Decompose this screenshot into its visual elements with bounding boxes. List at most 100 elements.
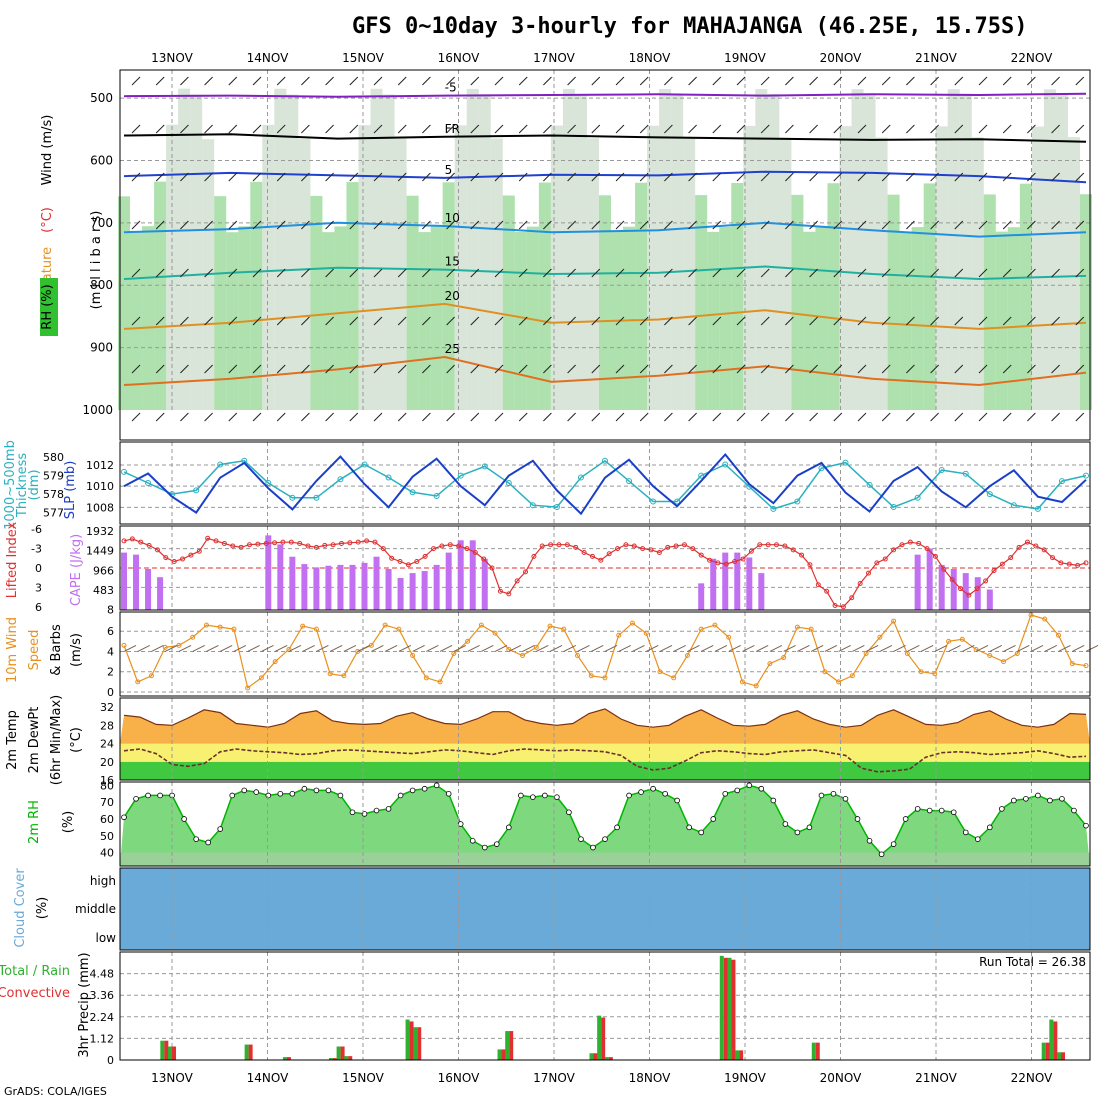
rh-band: [851, 89, 864, 410]
rh-tick: 70: [100, 796, 114, 809]
lifted-index-point: [472, 549, 478, 555]
thickness-point: [794, 498, 801, 505]
wind-barb: [543, 316, 552, 326]
rh-point: [818, 792, 825, 799]
wind-barb: [567, 268, 576, 278]
surface-wind-barb: [288, 645, 302, 652]
top-day-label: 14NOV: [247, 51, 289, 65]
wind-barb: [615, 124, 625, 134]
wind-barb: [1027, 220, 1036, 230]
wind-speed-point: [863, 650, 869, 656]
rh-point: [205, 839, 211, 846]
isotherm-label: 10: [445, 211, 460, 225]
rh-band: [490, 138, 503, 411]
rh-tick: 50: [100, 830, 114, 843]
rh-band: [707, 231, 720, 410]
panel-frame: [119, 781, 1091, 867]
wind-barb: [446, 172, 455, 182]
wind-speed-point: [726, 634, 732, 640]
wind-barb: [712, 364, 722, 374]
wind-barb: [131, 172, 141, 182]
wind-tick: 0: [107, 686, 114, 699]
precip-total-bar: [727, 957, 732, 1060]
thickness-point: [433, 492, 440, 499]
wind-barb: [301, 172, 310, 182]
precip-total-bar: [405, 1019, 410, 1060]
wind-barb: [349, 124, 359, 134]
wind-barb: [373, 172, 383, 182]
temp-tick: 28: [100, 719, 114, 732]
wind-barb: [809, 172, 818, 182]
wind-barb: [446, 364, 455, 374]
thickness-point: [986, 491, 993, 498]
wind-barb: [760, 268, 770, 278]
cape-tick: 1932: [86, 525, 114, 538]
rh-point: [710, 816, 717, 822]
thickness-point: [145, 480, 152, 486]
rh-band: [779, 137, 792, 410]
top-day-label: 18NOV: [629, 51, 671, 65]
wind-barb: [664, 316, 673, 326]
thickness-point: [698, 472, 705, 479]
wind-barb: [373, 316, 383, 326]
wind-barb: [736, 316, 746, 326]
surface-wind-barb: [549, 645, 563, 652]
wind-barb: [736, 220, 746, 230]
surface-wind-barb: [494, 645, 508, 652]
wind-barb: [615, 76, 625, 86]
li-tick: -3: [31, 543, 42, 556]
wind-barb: [833, 316, 843, 326]
rh-band: [370, 88, 383, 410]
cape-bar: [433, 564, 440, 610]
wind-barb: [1075, 268, 1085, 278]
cape-bar: [157, 577, 164, 610]
lifted-index-point: [824, 588, 830, 594]
thickness-point: [770, 505, 777, 512]
precip-convective-bar: [332, 1058, 337, 1060]
wind-barb: [276, 316, 286, 326]
wind-barb: [954, 220, 964, 230]
surface-wind-barb: [1085, 645, 1099, 652]
rh-band: [599, 195, 611, 410]
rh-band: [635, 182, 648, 410]
rh-point: [469, 837, 476, 844]
cape-bar: [746, 557, 753, 610]
rh-band: [1080, 194, 1092, 410]
rh-floor-band: [120, 852, 1090, 866]
wind-barb: [180, 412, 189, 422]
top-day-label: 22NOV: [1011, 51, 1053, 65]
surface-wind-barb: [219, 645, 233, 652]
wind-barb: [664, 412, 673, 422]
wind-barb: [712, 268, 722, 278]
lifted-index-label: Lifted Index: [5, 521, 20, 598]
rh-point: [229, 792, 236, 799]
cape-bar: [337, 564, 344, 610]
li-tick: 3: [35, 581, 42, 594]
wind-speed-point: [822, 669, 828, 675]
wind-barb: [276, 268, 286, 278]
surface-wind-barb: [329, 645, 343, 652]
rh-point: [277, 790, 284, 797]
wind-barb: [615, 364, 625, 374]
wind-barb: [930, 220, 939, 230]
thickness-point: [481, 463, 488, 470]
wind-barb: [639, 316, 649, 326]
surface-wind-barb: [274, 645, 288, 652]
wind-barb: [325, 316, 334, 326]
wind-barb: [155, 268, 165, 278]
thickness-point: [1010, 502, 1017, 509]
wind-barb: [349, 316, 359, 326]
rh-band: [863, 93, 876, 410]
rh-band: [214, 196, 227, 410]
lifted-index-point: [966, 592, 972, 598]
cape-bar: [445, 552, 452, 610]
wind-barb: [615, 316, 625, 326]
wind-barb: [1051, 268, 1060, 278]
bottom-day-label: 13NOV: [151, 1071, 193, 1085]
isotherm-label: 25: [445, 342, 460, 356]
wind-barb: [639, 412, 649, 422]
cape-bar: [481, 558, 488, 610]
wind-barb: [857, 364, 867, 374]
cloud-bg: [120, 868, 1090, 950]
rh-band: [755, 89, 768, 411]
